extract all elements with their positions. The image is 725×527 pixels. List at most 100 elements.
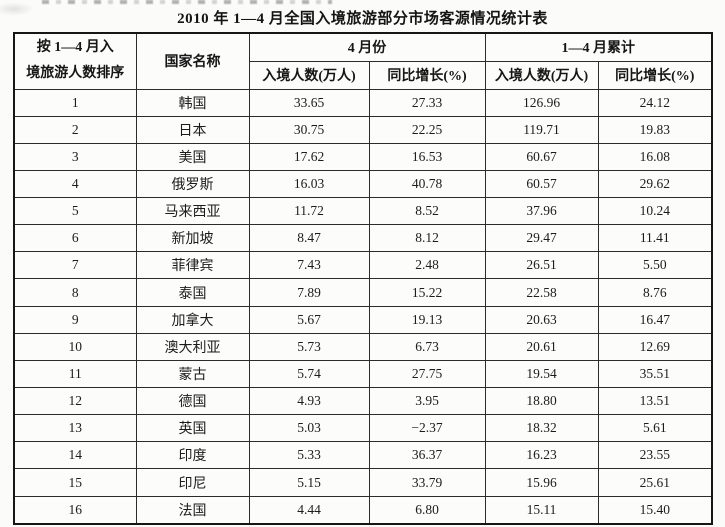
header-april-growth: 同比增长(%) <box>368 60 486 90</box>
april-inbound-cell: 4.44 <box>248 495 370 525</box>
table-row: 3 美国 17.62 16.53 60.67 16.08 <box>13 142 713 171</box>
cumulative-growth-cell: 12.69 <box>597 332 713 361</box>
table-row: 13 英国 5.03 −2.37 18.32 5.61 <box>13 414 713 443</box>
table-row: 2 日本 30.75 22.25 119.71 19.83 <box>13 115 713 144</box>
table-row: 10 澳大利亚 5.73 6.73 20.61 12.69 <box>13 332 713 361</box>
april-growth-cell: 3.95 <box>368 387 486 416</box>
header-cumulative-inbound: 入境人数(万人) <box>484 60 599 90</box>
country-cell: 蒙古 <box>135 359 250 389</box>
rank-cell: 16 <box>13 495 137 525</box>
table-row: 5 马来西亚 11.72 8.52 37.96 10.24 <box>13 197 713 226</box>
cumulative-inbound-cell: 20.61 <box>484 332 599 361</box>
cumulative-growth-cell: 23.55 <box>597 441 713 470</box>
cumulative-growth-cell: 15.40 <box>597 495 713 525</box>
country-cell: 日本 <box>135 115 250 144</box>
cumulative-inbound-cell: 16.23 <box>484 441 599 470</box>
april-growth-cell: 8.12 <box>368 224 486 253</box>
april-inbound-cell: 16.03 <box>248 169 370 199</box>
april-inbound-cell: 5.33 <box>248 441 370 470</box>
header-cumulative-group: 1—4 月累计 <box>484 32 713 62</box>
cumulative-growth-cell: 5.50 <box>597 251 713 280</box>
rank-cell: 8 <box>13 278 137 307</box>
cumulative-inbound-cell: 18.80 <box>484 387 599 416</box>
table-row: 7 菲律宾 7.43 2.48 26.51 5.50 <box>13 251 713 280</box>
cumulative-growth-cell: 25.61 <box>597 468 713 497</box>
rank-cell: 11 <box>13 359 137 389</box>
table-row: 15 印尼 5.15 33.79 15.96 25.61 <box>13 468 713 497</box>
country-cell: 印度 <box>135 441 250 470</box>
header-row-subcolumns: 入境人数(万人) 同比增长(%) 入境人数(万人) 同比增长(%) <box>14 60 713 90</box>
country-cell: 澳大利亚 <box>135 332 250 361</box>
cumulative-inbound-cell: 20.63 <box>484 305 599 334</box>
april-inbound-cell: 5.15 <box>248 468 370 497</box>
april-inbound-cell: 4.93 <box>248 387 370 416</box>
country-cell: 俄罗斯 <box>135 169 250 199</box>
page-title: 2010 年 1—4 月全国入境旅游部分市场客源情况统计表 <box>177 11 548 27</box>
table-row: 1 韩国 33.65 27.33 126.96 24.12 <box>13 88 713 117</box>
country-cell: 法国 <box>135 495 250 525</box>
header-rank: 按 1—4 月入 境旅游人数排序 <box>13 32 137 90</box>
april-growth-cell: 36.37 <box>368 441 486 470</box>
april-growth-cell: 8.52 <box>368 197 486 226</box>
april-growth-cell: 2.48 <box>368 251 486 280</box>
cumulative-growth-cell: 19.83 <box>597 115 713 144</box>
april-inbound-cell: 7.43 <box>248 251 370 280</box>
rank-cell: 9 <box>13 305 137 334</box>
april-growth-cell: 22.25 <box>368 115 486 144</box>
rank-cell: 3 <box>13 142 137 171</box>
cumulative-growth-cell: 24.12 <box>597 88 713 117</box>
april-inbound-cell: 5.67 <box>248 305 370 334</box>
cumulative-inbound-cell: 18.32 <box>484 414 599 443</box>
rank-cell: 13 <box>13 414 137 443</box>
clipped-text-artifact <box>42 0 332 4</box>
april-growth-cell: 15.22 <box>368 278 486 307</box>
cumulative-inbound-cell: 60.57 <box>484 169 599 199</box>
table-body: 1 韩国 33.65 27.33 126.96 24.12 2 日本 30.75 22.25 119… <box>13 88 713 525</box>
april-inbound-cell: 7.89 <box>248 278 370 307</box>
rank-cell: 15 <box>13 468 137 497</box>
table-row: 8 泰国 7.89 15.22 22.58 8.76 <box>13 278 713 307</box>
rank-cell: 1 <box>13 88 137 117</box>
cumulative-inbound-cell: 60.67 <box>484 142 599 171</box>
table-row: 6 新加坡 8.47 8.12 29.47 11.41 <box>13 224 713 253</box>
header-cumulative-growth: 同比增长(%) <box>597 60 713 90</box>
cumulative-growth-cell: 35.51 <box>597 359 713 389</box>
header-rank-line1: 按 1—4 月入 <box>36 40 114 56</box>
april-growth-cell: 6.80 <box>368 495 486 525</box>
cumulative-inbound-cell: 22.58 <box>484 278 599 307</box>
header-rank-line2: 境旅游人数排序 <box>26 66 125 82</box>
april-growth-cell: 40.78 <box>368 169 486 199</box>
april-inbound-cell: 8.47 <box>248 224 370 253</box>
april-inbound-cell: 5.74 <box>248 359 370 389</box>
cumulative-inbound-cell: 37.96 <box>484 197 599 226</box>
country-cell: 美国 <box>135 142 250 171</box>
rank-cell: 7 <box>13 251 137 280</box>
april-growth-cell: 6.73 <box>368 332 486 361</box>
april-inbound-cell: 17.62 <box>248 142 370 171</box>
table-row: 9 加拿大 5.67 19.13 20.63 16.47 <box>13 305 713 334</box>
cumulative-growth-cell: 29.62 <box>597 169 713 199</box>
header-row-groups: 按 1—4 月入 境旅游人数排序 国家名称 4 月份 1—4 月累计 <box>13 32 713 90</box>
april-growth-cell: 16.53 <box>368 142 486 171</box>
table-row: 16 法国 4.44 6.80 15.11 15.40 <box>13 495 713 525</box>
header-country: 国家名称 <box>135 32 250 90</box>
table-row: 11 蒙古 5.74 27.75 19.54 35.51 <box>13 359 713 389</box>
country-cell: 新加坡 <box>135 224 250 253</box>
april-growth-cell: 19.13 <box>368 305 486 334</box>
header-april-inbound: 入境人数(万人) <box>248 60 370 90</box>
table-row: 12 德国 4.93 3.95 18.80 13.51 <box>13 387 713 416</box>
country-cell: 印尼 <box>135 468 250 497</box>
header-april-group: 4 月份 <box>248 32 486 62</box>
rank-cell: 2 <box>13 115 137 144</box>
cumulative-growth-cell: 16.08 <box>597 142 713 171</box>
rank-cell: 4 <box>13 169 137 199</box>
cumulative-growth-cell: 10.24 <box>597 197 713 226</box>
cumulative-inbound-cell: 15.96 <box>484 468 599 497</box>
rank-cell: 6 <box>13 224 137 253</box>
cumulative-inbound-cell: 26.51 <box>484 251 599 280</box>
rank-cell: 12 <box>13 387 137 416</box>
cumulative-inbound-cell: 126.96 <box>484 88 599 117</box>
rank-cell: 14 <box>13 441 137 470</box>
april-inbound-cell: 5.03 <box>248 414 370 443</box>
